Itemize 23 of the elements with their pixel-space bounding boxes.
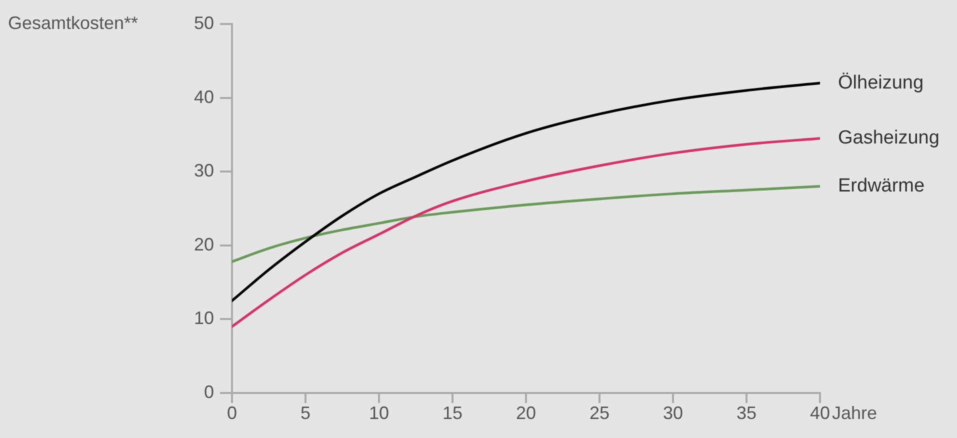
y-tick-label: 0 bbox=[204, 382, 214, 402]
y-tick-label: 40 bbox=[194, 86, 214, 107]
x-tick-label: 30 bbox=[662, 402, 684, 423]
series-label: Gasheizung bbox=[838, 128, 940, 149]
series-label: Erdwärme bbox=[838, 176, 925, 197]
x-tick-label: 10 bbox=[368, 402, 390, 423]
x-tick-label: 20 bbox=[516, 402, 536, 423]
x-axis-title: Jahre bbox=[832, 402, 878, 423]
line-series bbox=[232, 137, 820, 328]
y-tick-label: 10 bbox=[194, 308, 214, 328]
x-tick-label: 0 bbox=[226, 402, 238, 423]
x-tick-label: 15 bbox=[442, 402, 463, 423]
y-axis-title: Gesamtkosten** bbox=[8, 12, 138, 33]
line-series bbox=[232, 185, 820, 263]
y-tick-label: 30 bbox=[194, 160, 214, 181]
x-tick-label: 40 bbox=[810, 402, 830, 423]
x-tick-label: 35 bbox=[736, 402, 757, 423]
y-tick-label: 20 bbox=[194, 234, 214, 254]
x-tick-label: 5 bbox=[300, 402, 311, 423]
x-tick-label: 25 bbox=[589, 402, 610, 423]
y-tick-label: 50 bbox=[194, 12, 214, 33]
line-series bbox=[232, 82, 820, 302]
series-label: Ölheizung bbox=[838, 72, 924, 94]
